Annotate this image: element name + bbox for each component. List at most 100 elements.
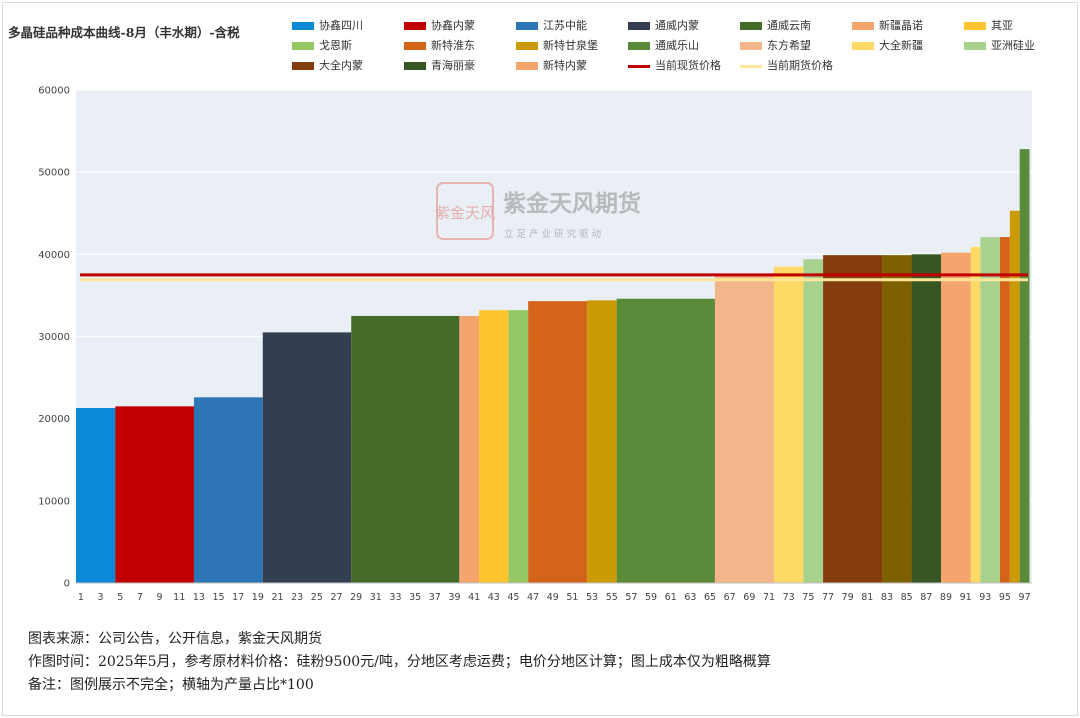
cost-bar	[587, 300, 617, 583]
legend-swatch	[740, 42, 762, 50]
legend-label: 大全新疆	[879, 39, 923, 52]
legend-swatch	[404, 62, 426, 70]
legend-label: 通威内蒙	[655, 19, 699, 32]
legend-label: 当前期货价格	[767, 59, 833, 72]
legend-label: 当前现货价格	[655, 59, 721, 72]
cost-bar	[351, 315, 460, 583]
cost-bar	[1009, 210, 1020, 583]
x-tick-label: 11	[173, 592, 185, 603]
y-tick-label: 20000	[38, 414, 70, 425]
legend-swatch	[740, 65, 762, 68]
cost-bar	[773, 266, 804, 583]
y-tick-label: 50000	[38, 168, 70, 179]
cost-bar	[508, 310, 529, 583]
legend-label: 江苏中能	[543, 19, 587, 32]
x-tick-label: 5	[117, 592, 123, 603]
x-tick-label: 91	[960, 592, 972, 603]
legend-swatch	[292, 22, 314, 30]
cost-bar	[479, 310, 509, 583]
x-tick-label: 13	[193, 592, 205, 603]
cost-bar	[980, 237, 1001, 583]
cost-bar	[911, 254, 942, 584]
x-tick-label: 71	[763, 592, 775, 603]
legend-swatch	[404, 42, 426, 50]
chart-title: 多晶硅品种成本曲线-8月（丰水期）-含税	[8, 25, 240, 40]
x-tick-label: 3	[98, 592, 104, 603]
legend-label: 大全内蒙	[319, 59, 363, 72]
cost-bar	[76, 407, 116, 583]
x-tick-label: 17	[232, 592, 244, 603]
watermark-name: 紫金天风期货	[503, 190, 641, 217]
chart-legend: 协鑫四川 协鑫内蒙 江苏中能 通威内蒙 通威云南 新疆晶诺 其亚 戈恩斯 新特淮东 新特甘泉堡 通威…	[292, 19, 1072, 79]
x-tick-label: 33	[389, 592, 401, 603]
x-tick-label: 85	[901, 592, 913, 603]
legend-swatch	[516, 42, 538, 50]
x-tick-label: 43	[488, 592, 500, 603]
legend-swatch	[292, 62, 314, 70]
cost-bar	[714, 275, 774, 583]
x-tick-label: 87	[920, 592, 932, 603]
x-tick-label: 97	[1019, 592, 1031, 603]
watermark-slogan: 立 足 产 业 研 究 驱 动	[504, 228, 601, 240]
x-tick-label: 67	[724, 592, 736, 603]
watermark-logo-box	[436, 182, 494, 240]
legend-swatch	[516, 22, 538, 30]
x-tick-label: 57	[625, 592, 637, 603]
legend-label: 东方希望	[767, 39, 811, 52]
y-tick-label: 30000	[38, 332, 70, 343]
y-tick-label: 10000	[38, 496, 70, 507]
x-tick-label: 15	[212, 592, 224, 603]
legend-label: 其亚	[991, 19, 1013, 32]
legend-swatch	[628, 65, 650, 68]
x-tick-label: 61	[665, 592, 677, 603]
cost-bar	[823, 255, 883, 583]
y-tick-label: 40000	[38, 250, 70, 261]
legend-label: 新特淮东	[431, 39, 475, 52]
cost-bar	[459, 315, 480, 583]
legend-label: 新特甘泉堡	[543, 39, 598, 52]
x-tick-label: 49	[547, 592, 559, 603]
x-tick-label: 19	[252, 592, 264, 603]
x-tick-label: 63	[684, 592, 696, 603]
cost-bar	[941, 252, 971, 583]
x-tick-label: 75	[802, 592, 814, 603]
x-tick-label: 37	[429, 592, 441, 603]
x-tick-label: 51	[566, 592, 578, 603]
x-tick-label: 95	[999, 592, 1011, 603]
legend-swatch	[628, 22, 650, 30]
legend-label: 协鑫四川	[319, 19, 363, 32]
cost-bar	[882, 255, 912, 583]
y-tick-label: 0	[64, 579, 70, 590]
legend-label: 通威云南	[767, 19, 811, 32]
x-tick-label: 73	[783, 592, 795, 603]
legend-swatch	[292, 42, 314, 50]
cost-bar	[803, 259, 824, 583]
x-tick-label: 35	[409, 592, 421, 603]
x-tick-label: 31	[370, 592, 382, 603]
x-tick-label: 41	[468, 592, 480, 603]
x-tick-label: 45	[507, 592, 519, 603]
watermark-logo: 紫金天风	[435, 204, 495, 222]
cost-bar	[262, 332, 352, 583]
x-tick-label: 77	[822, 592, 834, 603]
x-tick-label: 89	[940, 592, 952, 603]
legend-swatch	[628, 42, 650, 50]
legend-label: 新疆晶诺	[879, 19, 923, 32]
legend-label: 通威乐山	[655, 39, 699, 52]
x-tick-label: 39	[448, 592, 460, 603]
legend-swatch	[964, 42, 986, 50]
footer-source: 图表来源：公司公告，公开信息，紫金天风期货	[28, 631, 322, 647]
x-tick-label: 27	[330, 592, 342, 603]
x-tick-label: 81	[861, 592, 873, 603]
cost-bar	[1019, 149, 1030, 583]
x-tick-label: 1	[78, 592, 84, 603]
legend-label: 青海丽豪	[431, 59, 475, 72]
legend-swatch	[964, 22, 986, 30]
x-tick-label: 47	[527, 592, 539, 603]
x-tick-label: 79	[842, 592, 854, 603]
cost-bar	[115, 406, 194, 583]
cost-bar	[528, 301, 588, 583]
legend-swatch	[404, 22, 426, 30]
